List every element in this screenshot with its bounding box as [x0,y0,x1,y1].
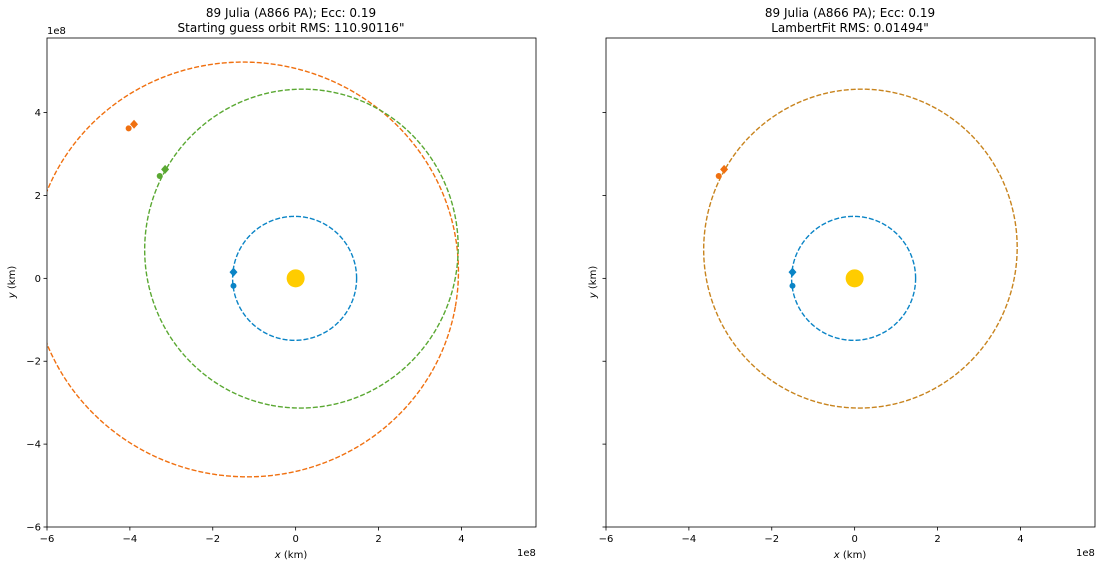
panel-left-x-offset-label: 1e8 [517,548,536,559]
x-tick-label: 2 [934,534,940,545]
panel-right-x-ticks: −6 −4 −2 0 2 4 [599,527,1024,545]
position-marker-circle [230,282,237,289]
panel-right-y-ticks [602,112,606,528]
panel-left-y-offset-label: 1e8 [47,26,66,37]
panel-left-subtitle: Starting guess orbit RMS: 110.90116" [178,21,405,35]
x-tick-label: 2 [375,534,381,545]
panel-left-plot-area [46,37,537,528]
panel-left-x-ticks: −6 −4 −2 0 2 4 [40,527,465,545]
y-tick-label: 4 [35,108,41,119]
axes-frame [605,37,1096,528]
panel-left-x-axis-label: x (km) [274,550,308,561]
y-tick-label: 2 [35,191,41,202]
position-marker-circle [125,125,132,132]
y-tick-label: −4 [26,440,41,451]
panel-right-plot-area [605,37,1096,528]
position-marker-diamond [161,164,170,174]
x-tick-label: −4 [123,534,138,545]
panel-right-x-offset-label: 1e8 [1076,548,1095,559]
x-tick-label: −2 [205,534,220,545]
position-marker-diamond [788,267,797,277]
position-marker-diamond [130,119,139,129]
position-marker-circle [715,172,722,179]
panel-left-y-ticks: −6 −4 −2 0 2 4 [26,108,47,534]
panel-left-y-axis-label: y (km) [7,266,18,300]
position-marker-diamond [229,267,238,277]
orbit-fit [702,88,1018,409]
panel-right-title: 89 Julia (A866 PA); Ecc: 0.19 [765,6,935,20]
sun-marker [845,269,864,288]
x-tick-label: 0 [292,534,298,545]
x-tick-label: 4 [458,534,464,545]
position-marker-circle [156,172,163,179]
panel-right-x-axis-label: x (km) [833,550,867,561]
panel-right-subtitle: LambertFit RMS: 0.01494" [771,21,929,35]
y-tick-label: 0 [35,274,41,285]
orbit-earth [790,215,917,342]
panel-left: 89 Julia (A866 PA); Ecc: 0.19 Starting g… [7,6,537,561]
panel-right: 89 Julia (A866 PA); Ecc: 0.19 LambertFit… [588,6,1096,561]
x-tick-label: −6 [599,534,614,545]
y-tick-label: −2 [26,357,41,368]
y-tick-label: −6 [26,523,41,534]
panel-right-y-axis-label: y (km) [588,266,599,300]
x-tick-label: −4 [682,534,697,545]
axes-frame [46,37,537,528]
sun-marker [286,269,305,288]
position-marker-diamond [720,164,729,174]
orbit-guess [143,88,459,409]
x-tick-label: −2 [764,534,779,545]
orbit-earth [231,215,358,342]
orbit-fit [47,61,460,478]
x-tick-label: 0 [851,534,857,545]
position-marker-circle [789,282,796,289]
x-tick-label: 4 [1017,534,1023,545]
panel-left-title: 89 Julia (A866 PA); Ecc: 0.19 [206,6,376,20]
x-tick-label: −6 [40,534,55,545]
